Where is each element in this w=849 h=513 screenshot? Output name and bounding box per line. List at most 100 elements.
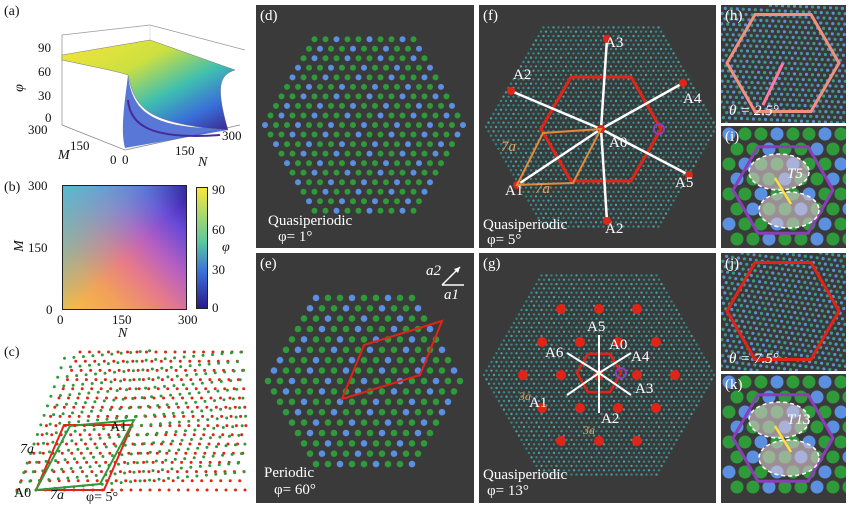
lattice-atom [610, 360, 613, 364]
lattice-atom [677, 130, 680, 133]
lattice-atom [590, 300, 593, 303]
lattice-atom [632, 278, 636, 281]
lattice-atom [570, 430, 573, 433]
lattice-atom [820, 68, 824, 72]
lattice-atom [682, 373, 686, 377]
lattice-atom [537, 121, 540, 124]
lattice-atom [665, 378, 668, 381]
lattice-atom [383, 45, 389, 52]
lattice-atom [617, 156, 620, 159]
lattice-atom [825, 21, 829, 25]
lattice-atom [585, 456, 588, 459]
lattice-atom [654, 91, 658, 94]
lattice-atom [804, 26, 808, 30]
lattice-atom [642, 112, 645, 116]
lattice-atom [684, 108, 688, 111]
lattice-atom [587, 278, 591, 281]
lattice-atom [627, 365, 631, 368]
lattice-atom [652, 43, 655, 46]
lattice-atom [572, 199, 575, 202]
lattice-atom [557, 330, 561, 333]
lattice-atom [79, 438, 83, 442]
lattice-atom [649, 203, 653, 207]
lattice-atom [675, 352, 678, 355]
lattice-atom [312, 440, 320, 447]
lattice-atom [527, 425, 531, 429]
lattice-atom [828, 6, 833, 10]
lattice-atom [378, 429, 386, 437]
lattice-atom [654, 177, 658, 181]
lattice-atom [515, 430, 518, 433]
lattice-atom [230, 452, 234, 456]
lattice-atom [270, 388, 278, 395]
lattice-atom [577, 26, 580, 29]
lattice-atom [196, 424, 200, 428]
lattice-atom [557, 104, 560, 107]
lattice-atom [522, 86, 525, 90]
lattice-atom [622, 425, 626, 429]
lattice-atom [709, 125, 713, 129]
lattice-atom [650, 412, 653, 416]
lattice-atom [410, 93, 417, 100]
lattice-atom [587, 26, 590, 29]
lattice-atom [679, 143, 683, 146]
lattice-atom [552, 52, 555, 55]
vec-a2: a2 [426, 263, 441, 279]
lattice-atom [207, 359, 211, 363]
lattice-atom [151, 378, 155, 382]
lattice-atom [657, 391, 661, 394]
lattice-atom [647, 216, 650, 220]
lattice-atom [547, 365, 551, 368]
lattice-atom [65, 378, 69, 382]
lattice-atom [131, 397, 135, 400]
lattice-atom [726, 90, 730, 94]
lattice-atom [789, 20, 793, 24]
lattice-atom [94, 372, 97, 376]
lattice-atom [227, 434, 231, 438]
lattice-atom [622, 69, 625, 72]
lattice-atom [617, 182, 620, 185]
lattice-atom [602, 287, 606, 290]
lattice-atom [792, 5, 797, 8]
lattice-atom [798, 5, 803, 9]
lattice-atom [617, 356, 621, 359]
lattice-atom [567, 164, 570, 168]
lattice-atom [702, 365, 706, 368]
lattice-atom [659, 203, 663, 207]
lattice-atom [171, 479, 175, 483]
lattice-atom [687, 408, 691, 411]
lattice-atom [622, 304, 626, 307]
lattice-atom [778, 56, 782, 60]
lattice-atom [311, 74, 318, 81]
lattice-atom [562, 313, 566, 316]
lattice-atom [734, 38, 738, 42]
lattice-atom [529, 65, 533, 68]
lattice-atom [630, 317, 633, 320]
marker-circle [615, 367, 627, 379]
lattice-atom [692, 86, 695, 90]
lattice-atom [360, 460, 368, 468]
lattice-atom [547, 52, 550, 55]
cbar-tick-60: 60 [212, 222, 225, 237]
lattice-atom [344, 207, 351, 214]
lattice-atom [644, 212, 648, 215]
lattice-atom [394, 160, 400, 167]
lattice-atom [664, 151, 668, 155]
lattice-atom [565, 291, 568, 294]
lattice-atom [276, 377, 284, 385]
lattice-atom [233, 471, 237, 475]
lattice-atom [694, 117, 698, 120]
lattice-atom [562, 121, 565, 124]
lattice-atom [637, 26, 640, 29]
lattice-atom [761, 44, 765, 49]
lattice-atom [537, 417, 541, 420]
lattice-atom [530, 421, 533, 424]
lattice-atom [396, 315, 404, 322]
lattice-atom [504, 143, 508, 146]
lattice-atom [834, 27, 838, 31]
lattice-atom [657, 60, 660, 64]
lattice-atom [625, 430, 628, 433]
lattice-atom [278, 93, 285, 100]
lattice-atom [544, 125, 548, 129]
lattice-atom [592, 451, 596, 455]
